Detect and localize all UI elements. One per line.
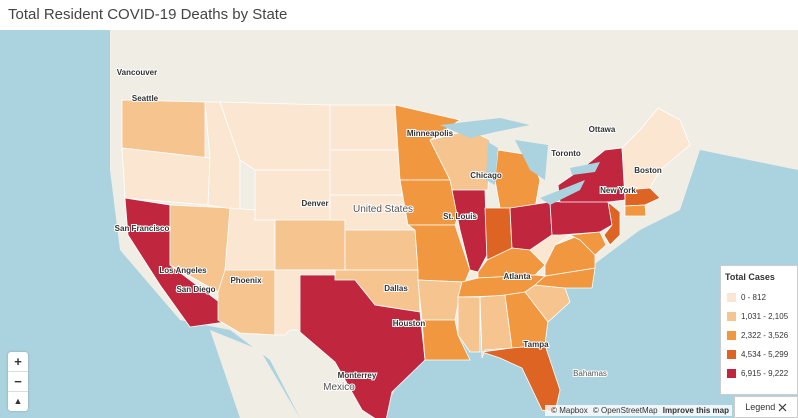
place-label: Atlanta bbox=[503, 272, 531, 281]
state bbox=[549, 199, 613, 236]
state bbox=[603, 200, 621, 246]
state bbox=[504, 291, 549, 349]
legend-swatch bbox=[727, 331, 736, 340]
land bbox=[210, 330, 300, 418]
place-label: Monterrey bbox=[338, 371, 377, 380]
place-label: Toronto bbox=[551, 149, 581, 158]
zoom-in-button[interactable]: + bbox=[8, 352, 28, 372]
place-label: Denver bbox=[301, 199, 328, 208]
lake bbox=[515, 140, 548, 180]
state bbox=[417, 279, 463, 321]
legend-item: 4,534 - 5,299 bbox=[721, 345, 797, 364]
lake bbox=[570, 162, 600, 175]
close-icon bbox=[778, 403, 787, 412]
legend-swatch bbox=[727, 369, 736, 378]
place-label: Minneapolis bbox=[407, 129, 454, 138]
state bbox=[329, 104, 399, 151]
state bbox=[457, 296, 481, 353]
place-label: San Diego bbox=[176, 285, 215, 294]
title: Total Resident COVID-19 Deaths by State bbox=[8, 6, 288, 23]
place-label: St. Louis bbox=[443, 212, 477, 221]
legend-label: 2,322 - 3,526 bbox=[741, 331, 789, 340]
legend-button[interactable]: Legend bbox=[734, 396, 798, 418]
place-label: Houston bbox=[393, 319, 426, 328]
place-label: United States bbox=[353, 204, 413, 215]
state bbox=[254, 169, 331, 221]
legend: Total Cases 0 - 812 1,031 - 2,105 2,322 - … bbox=[720, 265, 798, 395]
states bbox=[121, 99, 691, 418]
place-label: Phoenix bbox=[230, 276, 262, 285]
legend-item: 6,915 - 9,222 bbox=[721, 364, 797, 383]
lake bbox=[486, 142, 498, 185]
state bbox=[421, 319, 471, 361]
state bbox=[329, 149, 403, 196]
state bbox=[344, 229, 419, 271]
lakes bbox=[440, 118, 600, 205]
legend-label: 1,031 - 2,105 bbox=[741, 312, 789, 321]
state bbox=[624, 204, 647, 217]
map: Vancouver Seattle Minneapolis Ottawa Tor… bbox=[0, 30, 798, 418]
legend-swatch bbox=[727, 293, 736, 302]
attribution-link[interactable]: © OpenStreetMap bbox=[592, 406, 658, 415]
place-label: Mexico bbox=[323, 382, 355, 393]
state bbox=[534, 267, 596, 289]
place-label: Vancouver bbox=[117, 68, 157, 77]
legend-label: 0 - 812 bbox=[741, 293, 766, 302]
state bbox=[121, 147, 211, 206]
place-label: San Francisco bbox=[115, 224, 170, 233]
legend-item: 1,031 - 2,105 bbox=[721, 307, 797, 326]
place-label: Chicago bbox=[470, 171, 502, 180]
legend-button-label: Legend bbox=[745, 402, 776, 412]
attribution: © Mapbox © OpenStreetMap Improve this ma… bbox=[545, 405, 732, 416]
place-label: New York bbox=[600, 186, 636, 195]
state bbox=[524, 284, 571, 323]
legend-swatch bbox=[727, 312, 736, 321]
place-labels: Vancouver Seattle Minneapolis Ottawa Tor… bbox=[114, 67, 663, 394]
legend-items: 0 - 812 1,031 - 2,105 2,322 - 3,526 4,534 -… bbox=[721, 288, 797, 383]
legend-label: 6,915 - 9,222 bbox=[741, 369, 789, 378]
state bbox=[479, 294, 513, 359]
attribution-link[interactable]: © Mapbox bbox=[551, 406, 588, 415]
zoom-out-button[interactable]: − bbox=[8, 372, 28, 392]
legend-title: Total Cases bbox=[725, 272, 775, 282]
legend-item: 0 - 812 bbox=[721, 288, 797, 307]
lake bbox=[440, 118, 530, 138]
legend-swatch bbox=[727, 350, 736, 359]
place-label: Seattle bbox=[132, 94, 159, 103]
compass-button[interactable]: ▲ bbox=[13, 396, 23, 406]
place-label: Ottawa bbox=[589, 125, 616, 134]
legend-item: 2,322 - 3,526 bbox=[721, 326, 797, 345]
place-label: Tampa bbox=[523, 340, 549, 349]
place-label: Boston bbox=[634, 166, 662, 175]
map-controls: + − ▲ bbox=[8, 352, 28, 411]
attribution-link[interactable]: Improve this map bbox=[662, 406, 729, 415]
place-label: Bahamas bbox=[573, 369, 607, 378]
state bbox=[274, 219, 346, 271]
state bbox=[624, 187, 661, 207]
legend-label: 4,534 - 5,299 bbox=[741, 350, 789, 359]
place-label: Dallas bbox=[384, 284, 408, 293]
place-label: Los Angeles bbox=[159, 266, 207, 275]
state bbox=[568, 231, 607, 256]
lake bbox=[540, 180, 585, 205]
